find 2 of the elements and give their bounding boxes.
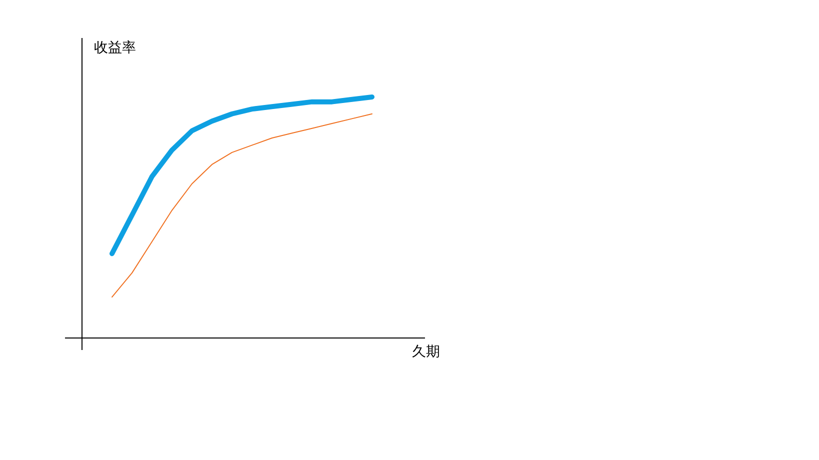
y-axis-title: 收益率 — [94, 40, 136, 56]
x-axis-title: 久期 — [412, 344, 440, 360]
